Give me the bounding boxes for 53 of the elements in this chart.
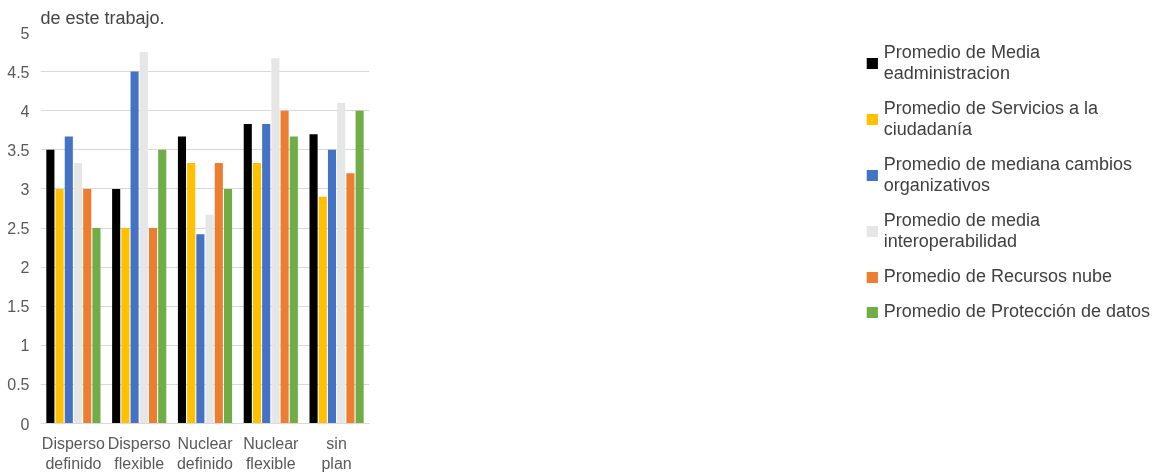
bar [83,188,92,424]
bar [158,149,167,424]
y-tick-label: 3 [20,180,30,198]
bar [73,163,83,424]
bar [112,188,121,424]
bar [289,136,298,424]
y-tick-label: 0 [20,415,30,433]
bar [346,173,355,424]
bar [214,163,223,424]
bar [262,123,271,424]
bar [130,71,139,424]
bar [121,228,130,424]
bar [337,102,346,424]
bar [139,52,148,424]
y-tick-label: 2 [20,259,30,277]
x-tick-label: Nuclear definido [176,434,234,472]
legend-label: Promedio de Protección de datos [883,301,1150,322]
bar [327,149,337,424]
bar [177,136,187,424]
legend-label: Promedio de media interoperabilidad [883,210,1040,252]
bar [252,163,262,424]
x-tick-label: Disperso definido [41,434,106,472]
y-tick-label: 1.5 [7,298,30,316]
bar [148,228,158,424]
legend-label: Promedio de Recursos nube [883,266,1112,287]
bar [55,188,64,424]
legend-label: Promedio de Media eadministracion [883,42,1040,84]
bar [309,134,318,424]
bar [243,123,252,424]
x-tick-label: Nuclear flexible [243,434,300,472]
bar [187,163,196,424]
bar [205,214,214,424]
bar [280,110,289,424]
text: de este trabajo. [40,7,165,28]
y-tick-label: 0.5 [7,376,30,394]
y-tick-label: 1 [20,337,30,355]
bar [318,196,327,424]
y-tick-label: 3.5 [7,141,30,159]
bar [92,228,101,424]
x-tick-label: Disperso flexible [107,434,171,472]
bar [223,188,233,424]
y-tick-label: 2.5 [7,220,30,237]
bar [64,136,73,424]
x-tick-label: sin plan [321,434,352,472]
legend-label: Promedio de Servicios a la ciudadanía [883,98,1098,140]
y-tick-label: 5 [20,24,30,42]
bar [196,234,205,424]
legend-label: Promedio de mediana cambios organizativos [883,154,1132,196]
y-tick-label: 4.5 [7,63,30,81]
y-tick-label: 4 [20,102,30,120]
bar [271,58,280,424]
bar [46,149,55,424]
bar [355,110,364,424]
